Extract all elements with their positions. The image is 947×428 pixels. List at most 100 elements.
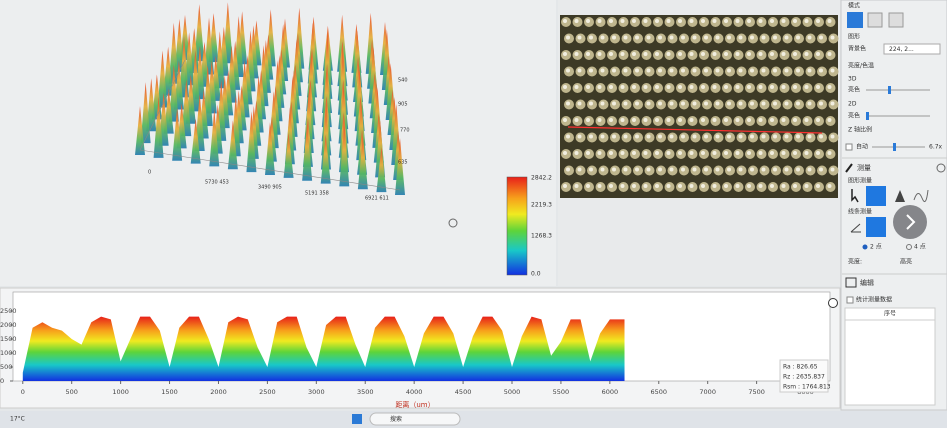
x-tick-label: 7000 (699, 388, 716, 396)
particle-core (566, 167, 570, 172)
spike (168, 22, 179, 84)
particle-core (609, 85, 613, 89)
label: 4 点 (914, 243, 926, 251)
radio[interactable] (906, 244, 912, 250)
tool-button[interactable] (866, 217, 886, 237)
spike (146, 78, 157, 132)
measure-line (567, 126, 823, 134)
particle-core (712, 118, 717, 122)
tool-button[interactable] (913, 189, 929, 203)
slider-knob[interactable] (866, 112, 869, 120)
particle-core (632, 85, 636, 89)
spike (168, 64, 179, 122)
axis-label: 905 (398, 102, 408, 108)
mode-button[interactable] (888, 12, 904, 28)
start-button[interactable] (352, 414, 362, 424)
particle-core (632, 118, 636, 122)
particle-core (796, 134, 800, 139)
particle-core (761, 35, 766, 40)
x-tick-label: 6500 (650, 388, 667, 396)
spike (157, 50, 168, 108)
mode-button[interactable] (867, 12, 883, 28)
particle-core (612, 35, 616, 40)
particle-core (600, 101, 605, 106)
particle-core (666, 52, 671, 56)
search-box[interactable] (369, 412, 461, 426)
particle-core (793, 19, 797, 23)
stat: Rsm : 1764.813 (783, 384, 831, 391)
particle-core (577, 167, 582, 172)
particle-core (715, 68, 720, 73)
particle-core (712, 184, 717, 188)
particle-core (750, 68, 754, 73)
particle-core (747, 184, 751, 188)
x-tick-label: 3000 (308, 388, 325, 396)
particle-core (701, 19, 705, 23)
tool-button[interactable] (850, 223, 861, 233)
particle-core (715, 167, 720, 172)
x-tick-label: 2500 (259, 388, 276, 396)
tool-button[interactable] (851, 189, 859, 203)
spike (246, 111, 257, 173)
expand-button[interactable] (936, 163, 946, 173)
particle-core (727, 68, 731, 73)
mode-button[interactable] (847, 12, 863, 28)
particle-core (784, 68, 789, 73)
particle-core (724, 52, 728, 56)
particle-core (589, 68, 593, 73)
slider-knob[interactable] (888, 86, 891, 94)
particle-core (816, 151, 820, 155)
tool-button[interactable] (895, 190, 905, 202)
checkbox[interactable] (846, 296, 854, 304)
particle-core (646, 68, 651, 73)
particle-core (646, 101, 651, 106)
particle-core (827, 184, 832, 188)
particle-core (781, 85, 786, 89)
particle-core (830, 167, 835, 172)
tool-button[interactable] (866, 186, 886, 206)
particle-core (609, 19, 613, 23)
particle-core (666, 19, 671, 23)
particle-core (827, 151, 832, 155)
particle-core (586, 85, 590, 89)
slider-knob[interactable] (893, 143, 896, 151)
particle-core (773, 68, 777, 73)
checkbox[interactable] (845, 143, 853, 151)
particle-core (586, 184, 590, 188)
particle-core (819, 134, 823, 139)
taskbar (0, 411, 947, 428)
particle-core (738, 68, 743, 73)
particle-core (819, 35, 823, 40)
label: 2 点 (870, 243, 882, 251)
next-button[interactable] (893, 205, 927, 239)
particle-core (750, 35, 754, 40)
particle-core (620, 19, 625, 23)
particle-core (804, 52, 809, 56)
spike (190, 118, 201, 164)
particle-core (643, 19, 648, 23)
particle-core (830, 68, 835, 73)
spike (140, 82, 151, 144)
particle-core (646, 35, 651, 40)
particle-core (712, 151, 717, 155)
particle-core (678, 184, 682, 188)
spike (179, 36, 190, 98)
color-select[interactable] (883, 43, 941, 55)
colorbar-label: 1268.3 (531, 233, 552, 240)
particle-core (600, 35, 605, 40)
particle-core (577, 68, 582, 73)
particle-core (623, 101, 628, 106)
particle-core (574, 118, 579, 122)
radio[interactable] (862, 244, 868, 250)
particle-core (804, 19, 809, 23)
particle-core (635, 101, 639, 106)
particle-core (830, 101, 835, 106)
download-button[interactable] (828, 298, 838, 308)
particle-core (678, 151, 682, 155)
particle-core (727, 167, 731, 172)
particle-core (761, 101, 766, 106)
particle-core (669, 35, 674, 40)
particle-core (727, 35, 731, 40)
particle-core (597, 19, 602, 23)
